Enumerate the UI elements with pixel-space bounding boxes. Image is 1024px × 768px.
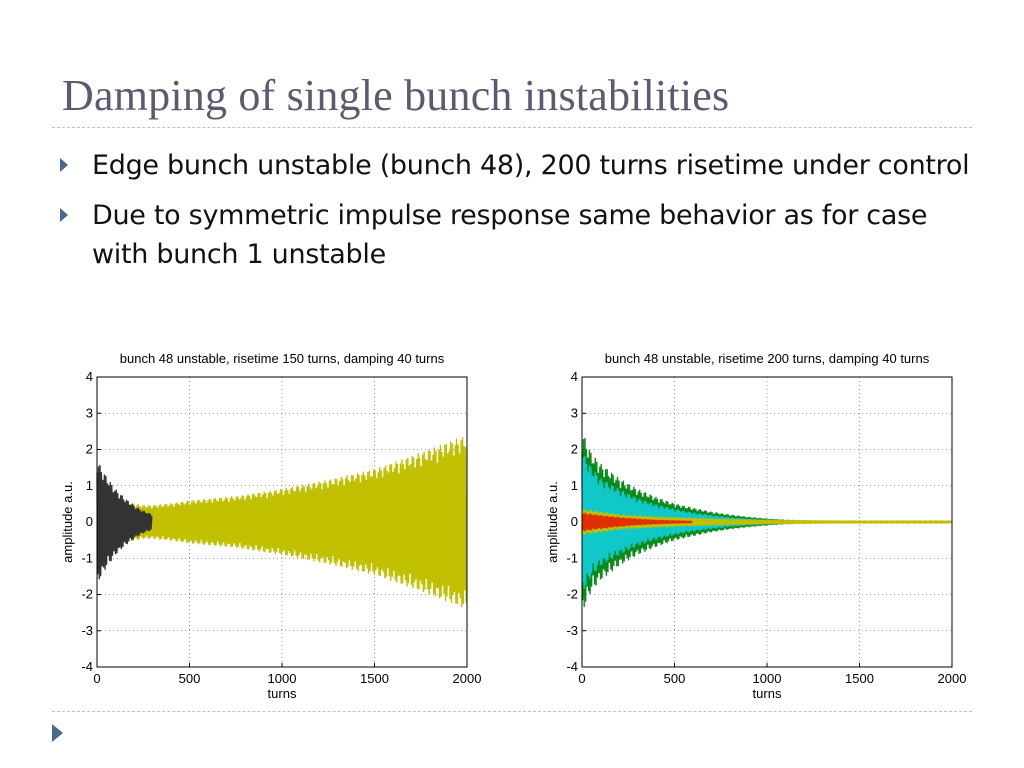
y-axis-label: amplitude a.u. bbox=[60, 481, 75, 563]
y-axis-label: amplitude a.u. bbox=[545, 481, 560, 563]
title-divider bbox=[52, 127, 972, 128]
slide-title: Damping of single bunch instabilities bbox=[62, 71, 730, 120]
x-tick-label: 1000 bbox=[753, 671, 782, 686]
chart-left: bunch 48 unstable, risetime 150 turns, d… bbox=[60, 351, 482, 701]
x-tick-label: 1500 bbox=[360, 671, 389, 686]
plot-frame bbox=[581, 376, 953, 668]
y-tick-label: -3 bbox=[566, 623, 578, 638]
x-tick-label: 1500 bbox=[845, 671, 874, 686]
x-tick-label: 0 bbox=[578, 671, 585, 686]
nav-triangle-icon bbox=[52, 724, 63, 742]
x-tick-label: 2000 bbox=[453, 671, 482, 686]
y-tick-label: 3 bbox=[571, 405, 578, 420]
series-line bbox=[97, 437, 466, 606]
chart-right: bunch 48 unstable, risetime 200 turns, d… bbox=[545, 351, 967, 701]
chart-title: bunch 48 unstable, risetime 150 turns, d… bbox=[120, 351, 445, 366]
y-tick-label: 4 bbox=[571, 369, 578, 384]
bullet-text: Due to symmetric impulse response same b… bbox=[92, 200, 928, 270]
bullet-triangle-icon bbox=[60, 208, 68, 222]
y-tick-label: 1 bbox=[571, 478, 578, 493]
x-tick-label: 2000 bbox=[938, 671, 967, 686]
series-group bbox=[582, 439, 951, 607]
y-tick-label: 4 bbox=[86, 369, 93, 384]
y-tick-label: 3 bbox=[86, 405, 93, 420]
series-group bbox=[97, 437, 466, 606]
x-tick-label: 0 bbox=[93, 671, 100, 686]
bullet-triangle-icon bbox=[60, 158, 68, 172]
chart-title: bunch 48 unstable, risetime 200 turns, d… bbox=[605, 351, 930, 366]
bullet-item: Due to symmetric impulse response same b… bbox=[60, 196, 980, 274]
x-tick-label: 500 bbox=[179, 671, 201, 686]
y-tick-label: -4 bbox=[81, 659, 93, 674]
bullet-list: Edge bunch unstable (bunch 48), 200 turn… bbox=[60, 146, 980, 285]
series-line bbox=[97, 466, 152, 579]
y-tick-label: 0 bbox=[86, 514, 93, 529]
y-tick-label: -1 bbox=[81, 550, 93, 565]
y-tick-label: -2 bbox=[81, 587, 93, 602]
y-tick-label: 2 bbox=[86, 442, 93, 457]
y-tick-label: 1 bbox=[86, 478, 93, 493]
x-tick-label: 1000 bbox=[268, 671, 297, 686]
y-tick-label: -1 bbox=[566, 550, 578, 565]
x-tick-label: 500 bbox=[664, 671, 686, 686]
y-tick-label: 0 bbox=[571, 514, 578, 529]
series-line bbox=[582, 513, 692, 530]
x-axis-label: turns bbox=[753, 686, 782, 701]
footer-divider bbox=[52, 711, 972, 712]
x-axis-label: turns bbox=[268, 686, 297, 701]
series-line bbox=[582, 510, 951, 535]
y-tick-label: -4 bbox=[566, 659, 578, 674]
bullet-text: Edge bunch unstable (bunch 48), 200 turn… bbox=[92, 150, 970, 181]
bullet-item: Edge bunch unstable (bunch 48), 200 turn… bbox=[60, 146, 980, 185]
y-tick-label: 2 bbox=[571, 442, 578, 457]
y-tick-label: -2 bbox=[566, 587, 578, 602]
plot-frame bbox=[96, 376, 468, 668]
y-tick-label: -3 bbox=[81, 623, 93, 638]
